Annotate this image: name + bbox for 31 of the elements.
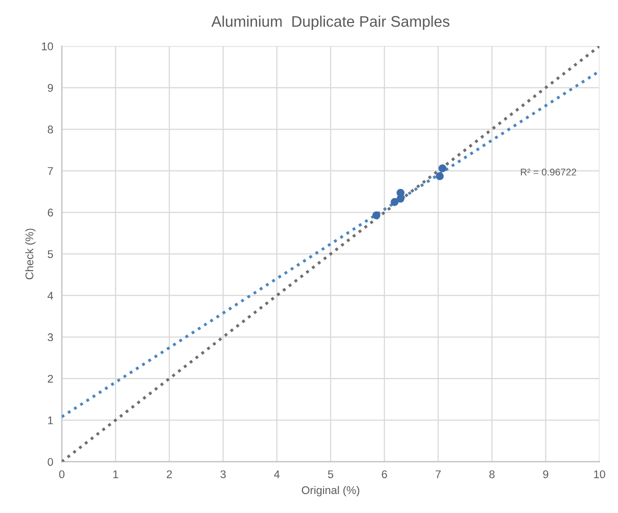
x-tick-label: 2 — [166, 470, 172, 478]
x-axis-title: Original (%) — [302, 486, 360, 496]
point — [438, 164, 446, 172]
x-tick-label: 3 — [220, 470, 226, 478]
x-tick-label: 5 — [328, 470, 334, 478]
y-tick-label: 1 — [48, 416, 53, 424]
x-tick-label: 0 — [59, 470, 64, 478]
chart-title: Aluminium Duplicate Pair Samples — [211, 16, 450, 30]
y-tick-label: 5 — [48, 250, 53, 258]
x-tick-label: 9 — [543, 470, 548, 478]
y-tick-label: 4 — [48, 292, 54, 300]
y-tick-label: 7 — [48, 167, 53, 175]
point — [372, 211, 380, 220]
y-tick-label: 10 — [42, 42, 54, 50]
y-tick-label: 3 — [48, 333, 53, 342]
x-tick-label: 7 — [436, 470, 441, 478]
y-tick-label: 8 — [48, 126, 53, 134]
y-tick-label: 6 — [48, 208, 53, 217]
x-tick-label: 6 — [382, 470, 387, 478]
x-tick-label: 1 — [113, 470, 118, 478]
point — [390, 198, 399, 206]
y-tick-label: 2 — [48, 374, 53, 383]
y-tick-label: 0 — [48, 458, 54, 466]
y-tick-label: 9 — [48, 84, 53, 92]
y-axis-title: Check (%) — [25, 228, 36, 280]
point — [396, 194, 404, 203]
x-tick-label: 10 — [594, 470, 606, 478]
x-tick-label: 4 — [274, 470, 280, 478]
annotation: R² = 0.96722 — [520, 168, 576, 176]
point — [436, 172, 444, 180]
x-tick-label: 8 — [489, 470, 495, 478]
